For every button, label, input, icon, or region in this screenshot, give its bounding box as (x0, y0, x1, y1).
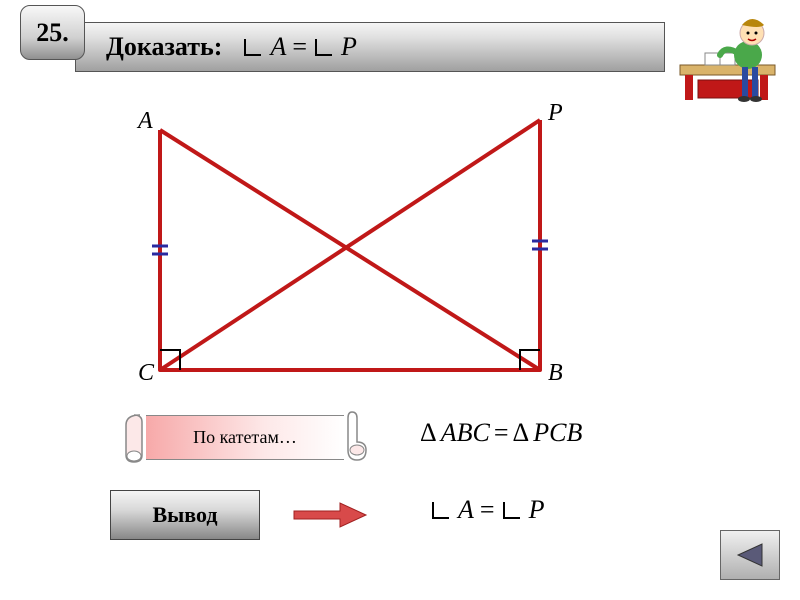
vertex-label-a: А (138, 108, 153, 135)
vertex-label-b: В (548, 360, 563, 387)
triangle-equality: ΔABC = ΔPCB (420, 418, 582, 448)
scroll-text: По катетам… (193, 427, 297, 448)
nav-back-button[interactable] (720, 530, 780, 580)
triangle-left-icon (732, 540, 768, 570)
angle-rhs: P (529, 495, 545, 525)
angle-icon (430, 499, 452, 521)
arrow-right (290, 500, 370, 530)
problem-number-tab: 25. (20, 5, 85, 60)
conclusion-box: Вывод (110, 490, 260, 540)
scroll-banner: По катетам… (120, 410, 370, 465)
scroll-text-box: По катетам… (146, 415, 344, 460)
student-clipart (670, 5, 790, 105)
angle-icon (313, 36, 335, 58)
angle-lhs: A (458, 495, 474, 525)
delta-icon: Δ (420, 418, 437, 448)
vertex-label-c: С (138, 360, 154, 387)
delta-icon: Δ (513, 418, 530, 448)
angle-equality: A = P (430, 495, 544, 525)
angle-icon (242, 36, 264, 58)
equals-sign: = (494, 418, 509, 448)
header-lhs: A (270, 32, 286, 62)
tri-lhs: ABC (441, 418, 490, 448)
vertex-label-p: Р (548, 100, 563, 127)
angle-icon (501, 499, 523, 521)
tri-rhs: PCB (533, 418, 582, 448)
problem-number: 25. (36, 18, 69, 48)
header-bar: Доказать: A = P (75, 22, 665, 72)
header-rhs: P (341, 32, 357, 62)
scroll-left-icon (120, 410, 146, 465)
conclusion-label: Вывод (152, 502, 217, 528)
geometry-diagram: А Р С В (120, 100, 580, 390)
scroll-right-icon (344, 410, 370, 465)
equals-sign: = (480, 495, 495, 525)
header-formula: A = P (242, 32, 356, 62)
equals-sign: = (292, 32, 307, 62)
header-label: Доказать: (106, 32, 222, 62)
